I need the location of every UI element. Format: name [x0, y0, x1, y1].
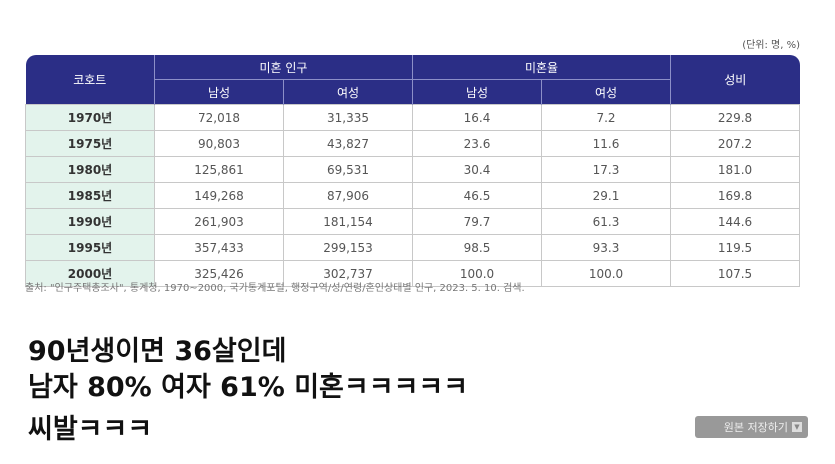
header-sex-ratio: 성비 — [670, 55, 800, 105]
caption-line: 90년생이면 36살인데 — [28, 336, 287, 367]
table-row: 1980년 125,861 69,531 30.4 17.3 181.0 — [25, 156, 800, 183]
value-cell: 23.6 — [412, 130, 542, 157]
value-cell: 181,154 — [283, 208, 413, 235]
value-cell: 93.3 — [541, 234, 671, 261]
value-cell: 100.0 — [412, 260, 542, 287]
header-female: 여성 — [283, 79, 413, 105]
header-unmarried-rate: 미혼율 — [412, 55, 671, 80]
value-cell: 107.5 — [670, 260, 800, 287]
value-cell: 17.3 — [541, 156, 671, 183]
table-row: 1995년 357,433 299,153 98.5 93.3 119.5 — [25, 234, 800, 261]
table-row: 1990년 261,903 181,154 79.7 61.3 144.6 — [25, 208, 800, 235]
table-row: 1975년 90,803 43,827 23.6 11.6 207.2 — [25, 130, 800, 157]
value-cell: 357,433 — [154, 234, 284, 261]
save-original-label: 원본 저장하기 — [723, 421, 788, 434]
value-cell: 144.6 — [670, 208, 800, 235]
source-note: 출처: "인구주택총조사", 통계청, 1970~2000, 국가통계포털, 행… — [25, 283, 525, 294]
value-cell: 72,018 — [154, 104, 284, 131]
value-cell: 229.8 — [670, 104, 800, 131]
value-cell: 29.1 — [541, 182, 671, 209]
value-cell: 11.6 — [541, 130, 671, 157]
value-cell: 69,531 — [283, 156, 413, 183]
value-cell: 46.5 — [412, 182, 542, 209]
download-icon: ▼ — [792, 422, 802, 432]
unit-label: (단위: 명, %) — [742, 40, 800, 51]
caption-line: 남자 80% 여자 61% 미혼ㅋㅋㅋㅋㅋ — [28, 372, 469, 403]
value-cell: 125,861 — [154, 156, 284, 183]
value-cell: 90,803 — [154, 130, 284, 157]
value-cell: 61.3 — [541, 208, 671, 235]
table-row: 1970년 72,018 31,335 16.4 7.2 229.8 — [25, 104, 800, 131]
header-unmarried-pop: 미혼 인구 — [154, 55, 413, 80]
cohort-cell: 1985년 — [25, 182, 155, 209]
value-cell: 30.4 — [412, 156, 542, 183]
unmarried-cohort-table: 코호트 미혼 인구 미혼율 성비 남성 여성 남성 여성 1970년 72,018… — [25, 55, 800, 287]
value-cell: 43,827 — [283, 130, 413, 157]
cohort-cell: 1970년 — [25, 104, 155, 131]
value-cell: 98.5 — [412, 234, 542, 261]
value-cell: 7.2 — [541, 104, 671, 131]
value-cell: 207.2 — [670, 130, 800, 157]
value-cell: 169.8 — [670, 182, 800, 209]
cohort-cell: 1990년 — [25, 208, 155, 235]
table-row: 2000년 325,426 302,737 100.0 100.0 107.5 — [25, 260, 800, 287]
value-cell: 181.0 — [670, 156, 800, 183]
value-cell: 325,426 — [154, 260, 284, 287]
header-male: 남성 — [412, 79, 542, 105]
value-cell: 119.5 — [670, 234, 800, 261]
value-cell: 299,153 — [283, 234, 413, 261]
cohort-cell: 2000년 — [25, 260, 155, 287]
header-female: 여성 — [541, 79, 671, 105]
value-cell: 149,268 — [154, 182, 284, 209]
header-cohort: 코호트 — [25, 55, 155, 105]
value-cell: 87,906 — [283, 182, 413, 209]
value-cell: 31,335 — [283, 104, 413, 131]
value-cell: 79.7 — [412, 208, 542, 235]
value-cell: 302,737 — [283, 260, 413, 287]
cohort-cell: 1995년 — [25, 234, 155, 261]
cohort-cell: 1980년 — [25, 156, 155, 183]
header-male: 남성 — [154, 79, 284, 105]
save-original-button[interactable]: 원본 저장하기 ▼ — [695, 416, 808, 438]
table-row: 1985년 149,268 87,906 46.5 29.1 169.8 — [25, 182, 800, 209]
value-cell: 261,903 — [154, 208, 284, 235]
value-cell: 100.0 — [541, 260, 671, 287]
caption-line: 씨발ㅋㅋㅋ — [28, 414, 153, 445]
cohort-cell: 1975년 — [25, 130, 155, 157]
value-cell: 16.4 — [412, 104, 542, 131]
